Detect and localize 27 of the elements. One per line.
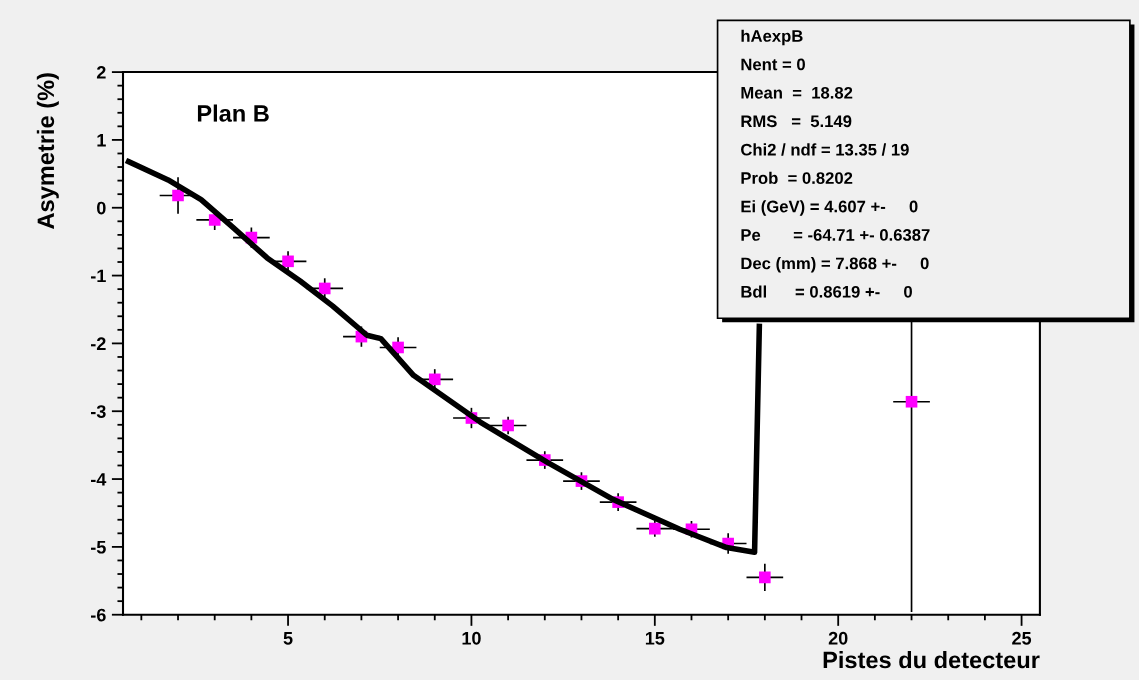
annotation: Dec (mm) = 7.868 +- 0 (741, 257, 929, 273)
x-tick-label: 25 (1012, 631, 1032, 645)
y-tick-label: -2 (91, 337, 106, 350)
x-tick-label: 10 (462, 631, 481, 645)
y-tick-label: -1 (91, 269, 106, 283)
y-tick-label: 0 (97, 201, 106, 215)
text: Nent = 0 (741, 58, 805, 71)
text: hAexpB (741, 29, 803, 46)
x-tick-label: 5 (283, 632, 293, 645)
y-tick-label: -4 (91, 473, 107, 486)
annotation: Pe = -64.71 +- 0.6387 (741, 229, 930, 241)
annotation: Chi2 / ndf = 13.35 / 19 (741, 143, 909, 156)
y-axis-title: Asymetrie (%) (36, 73, 59, 229)
annotation: Prob = 0.8202 (741, 171, 853, 184)
x-axis-title: Pistes du detecteur (823, 651, 1040, 669)
y-tick-label: -3 (91, 405, 106, 418)
y-tick-label: 1 (97, 134, 106, 147)
x-tick-label: 15 (645, 632, 665, 645)
x-tick-label: 20 (828, 631, 848, 645)
text: Plan B (197, 104, 269, 122)
annotation: Mean = 18.82 (741, 86, 853, 99)
y-tick-label: 2 (96, 66, 106, 79)
y-tick-label: -5 (91, 541, 106, 554)
annotation: RMS = 5.149 (741, 115, 852, 128)
y-tick-label: -6 (91, 608, 106, 622)
annotation: Bdl = 0.8619 +- 0 (741, 285, 912, 298)
annotation: Ei (GeV) = 4.607 +- 0 (741, 200, 918, 216)
